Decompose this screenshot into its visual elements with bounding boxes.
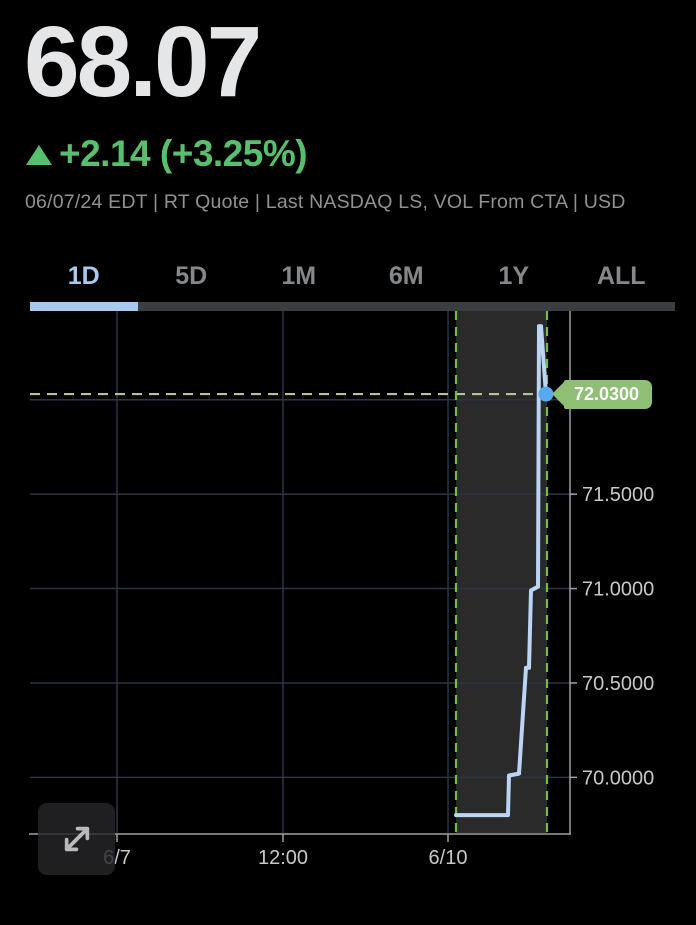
expand-arrows-icon (64, 826, 89, 852)
current-price-dot (538, 386, 554, 402)
session-band (456, 311, 547, 833)
price-change: +2.14 (+3.25%) (26, 133, 308, 175)
tab-1d[interactable]: 1D (58, 260, 110, 293)
y-axis-label: 71.0000 (582, 579, 654, 601)
quote-metadata: 06/07/24 EDT | RT Quote | Last NASDAQ LS… (25, 191, 626, 213)
last-price-badge: 72.0300 (552, 379, 653, 409)
tab-5d[interactable]: 5D (165, 260, 217, 293)
tab-track (30, 302, 675, 311)
tab-1y[interactable]: 1Y (488, 260, 539, 293)
last-trade-price: 68.07 (24, 6, 262, 118)
price-change-text: +2.14 (+3.25%) (59, 133, 308, 174)
up-triangle-icon (26, 145, 52, 165)
tab-active-underline (30, 302, 138, 311)
x-axis-label: 12:00 (258, 847, 308, 869)
tab-6m[interactable]: 6M (379, 260, 434, 293)
tab-1m[interactable]: 1M (271, 260, 326, 293)
time-range-tabs: 1D 5D 1M 6M 1Y ALL (30, 254, 675, 298)
y-axis-label: 70.5000 (582, 673, 654, 695)
expand-chart-button[interactable] (38, 803, 115, 875)
y-axis-label: 70.0000 (582, 767, 654, 789)
last-price-badge-label: 72.0300 (564, 379, 653, 409)
x-axis-label: 6/10 (429, 847, 468, 869)
price-line (454, 324, 548, 818)
y-axis-label: 71.5000 (582, 484, 654, 506)
tab-all[interactable]: ALL (587, 260, 656, 293)
